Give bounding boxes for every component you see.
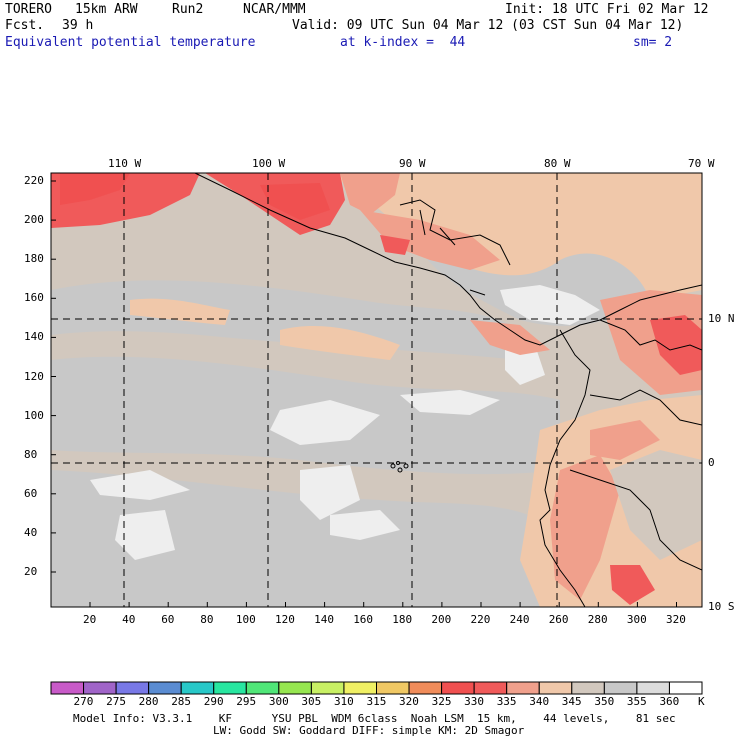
lat-label-10n: 10 N bbox=[708, 312, 735, 325]
y-tick-label: 40 bbox=[24, 525, 38, 539]
colorbar-swatch bbox=[148, 681, 182, 695]
lon-label-80w: 80 W bbox=[544, 157, 571, 170]
lat-label-10s: 10 S bbox=[708, 600, 735, 613]
colorbar-label: 345 bbox=[561, 695, 582, 708]
x-tick-label: 240 bbox=[509, 613, 530, 626]
forecast-label: Fcst. bbox=[5, 18, 45, 33]
y-tick-label: 180 bbox=[24, 252, 44, 266]
model-name: TORERO bbox=[5, 2, 52, 17]
smoothing-info: sm= 2 bbox=[633, 35, 673, 50]
colorbar-swatch bbox=[441, 681, 475, 695]
y-tick-label: 120 bbox=[24, 369, 44, 383]
colorbar-swatch bbox=[408, 681, 443, 695]
resolution: 15km ARW bbox=[75, 2, 138, 17]
colorbar-swatch bbox=[376, 681, 410, 695]
y-tick-label: 140 bbox=[24, 330, 44, 344]
colorbar-label: 305 bbox=[301, 695, 322, 708]
theta-e-field bbox=[51, 173, 702, 607]
lon-label-90w: 90 W bbox=[399, 157, 426, 170]
physics-info: LW: Godd SW: Goddard DIFF: simple KM: 2D… bbox=[213, 724, 525, 737]
colorbar-label: 300 bbox=[268, 695, 289, 708]
colorbar-label: 285 bbox=[171, 695, 192, 708]
colorbar-swatch bbox=[245, 681, 280, 695]
x-tick-label: 60 bbox=[161, 613, 175, 626]
colorbar-label: 355 bbox=[626, 695, 647, 708]
y-tick-label: 100 bbox=[24, 408, 44, 422]
colorbar-swatch bbox=[538, 681, 573, 695]
colorbar-swatch bbox=[310, 681, 345, 695]
x-tick-label: 300 bbox=[626, 613, 647, 626]
x-tick-label: 20 bbox=[83, 613, 97, 626]
x-tick-label: 40 bbox=[122, 613, 136, 626]
colorbar-swatch bbox=[636, 681, 670, 695]
y-tick-label: 200 bbox=[24, 213, 44, 227]
x-tick-label: 80 bbox=[200, 613, 214, 626]
colorbar-label: 335 bbox=[496, 695, 517, 708]
run-label: Run2 bbox=[172, 2, 204, 17]
colorbar-swatch bbox=[668, 681, 703, 695]
x-tick-label: 160 bbox=[353, 613, 374, 626]
y-tick-label: 60 bbox=[24, 486, 38, 500]
init-time: Init: 18 UTC Fri 02 Mar 12 bbox=[505, 2, 709, 17]
map-frame bbox=[50, 172, 703, 608]
level-info: at k-index = 44 bbox=[340, 35, 466, 50]
x-tick-label: 180 bbox=[392, 613, 413, 626]
colorbar-swatch bbox=[50, 681, 85, 695]
x-tick-label: 120 bbox=[275, 613, 295, 626]
x-tick-label: 320 bbox=[666, 613, 686, 626]
x-tick-label: 140 bbox=[314, 613, 334, 626]
colorbar-label: 270 bbox=[73, 695, 94, 708]
field-name: Equivalent potential temperature bbox=[5, 35, 256, 50]
y-tick-label: 160 bbox=[24, 291, 44, 305]
colorbar-label: 295 bbox=[236, 695, 257, 708]
colorbar-label: 310 bbox=[333, 695, 354, 708]
colorbar-label: 360 bbox=[659, 695, 680, 708]
colorbar-swatch bbox=[343, 681, 378, 695]
valid-time: Valid: 09 UTC Sun 04 Mar 12 (03 CST Sun … bbox=[292, 18, 684, 33]
x-tick-label: 260 bbox=[548, 613, 569, 626]
y-tick-label: 20 bbox=[24, 565, 38, 578]
colorbar-label: 315 bbox=[366, 695, 387, 708]
colorbar-swatch bbox=[473, 681, 508, 695]
x-tick-label: 220 bbox=[470, 613, 491, 626]
organization: NCAR/MMM bbox=[243, 2, 306, 17]
colorbar-swatch bbox=[115, 681, 150, 695]
colorbar-label: 290 bbox=[203, 695, 224, 708]
lon-label-70w: 70 W bbox=[688, 157, 715, 170]
colorbar-label: 340 bbox=[529, 695, 550, 708]
colorbar-label: 330 bbox=[464, 695, 485, 708]
y-tick-label: 220 bbox=[24, 174, 44, 187]
colorbar-label: 320 bbox=[399, 695, 419, 708]
colorbar-swatch bbox=[213, 681, 247, 695]
graticule bbox=[51, 173, 702, 607]
colorbar-swatch bbox=[278, 681, 312, 695]
lon-label-100w: 100 W bbox=[252, 157, 286, 170]
colorbar-label: 280 bbox=[138, 695, 159, 708]
colorbar-swatch bbox=[571, 681, 605, 695]
colorbar-label: 350 bbox=[594, 695, 615, 708]
colorbar-swatch bbox=[603, 681, 638, 695]
colorbar-label: 325 bbox=[431, 695, 452, 708]
colorbar-swatch bbox=[180, 681, 215, 695]
colorbar-swatch bbox=[506, 681, 540, 695]
colorbar bbox=[50, 681, 703, 695]
lat-label-0: 0 bbox=[708, 456, 715, 469]
coastlines bbox=[194, 173, 702, 607]
model-info: Model Info: V3.3.1 KF YSU PBL WDM 6class… bbox=[73, 712, 676, 725]
colorbar-label: 275 bbox=[106, 695, 126, 708]
forecast-hour: 39 h bbox=[62, 18, 94, 33]
x-tick-label: 280 bbox=[587, 613, 608, 626]
y-tick-label: 80 bbox=[24, 447, 38, 461]
colorbar-unit: K bbox=[698, 695, 705, 708]
x-tick-label: 100 bbox=[235, 613, 256, 626]
lon-label-110w: 110 W bbox=[108, 157, 142, 170]
colorbar-swatch bbox=[83, 681, 117, 695]
x-tick-label: 200 bbox=[431, 613, 452, 626]
